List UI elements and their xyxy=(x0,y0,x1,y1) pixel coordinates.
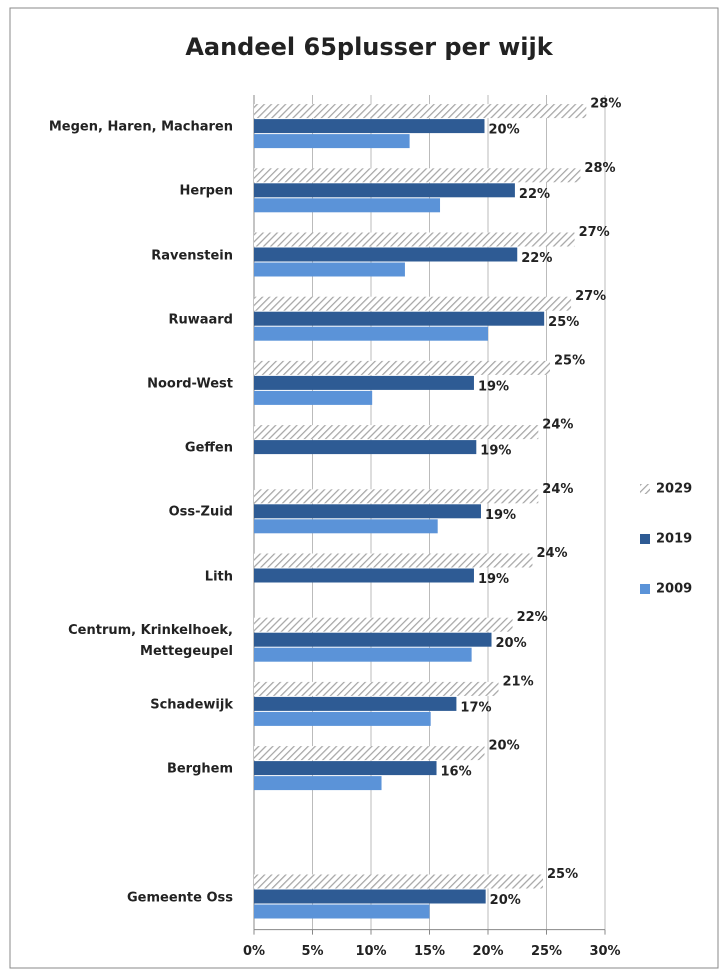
bar xyxy=(254,553,533,568)
data-label: 24% xyxy=(536,546,567,561)
data-label: 20% xyxy=(496,636,527,651)
bar xyxy=(254,904,430,919)
bar xyxy=(254,119,485,134)
data-label: 22% xyxy=(519,187,550,202)
y-tick-label: Ruwaard xyxy=(168,312,233,328)
data-label: 28% xyxy=(590,97,621,112)
bar xyxy=(254,360,551,375)
x-tick-label: 5% xyxy=(301,944,323,959)
y-tick-label: Oss-Zuid xyxy=(168,504,233,520)
bar xyxy=(254,889,486,904)
bar xyxy=(254,440,477,455)
data-label: 19% xyxy=(485,508,516,523)
legend-label: 2009 xyxy=(656,582,692,597)
y-tick-label: Gemeente Oss xyxy=(126,890,233,905)
bar xyxy=(254,232,575,247)
y-tick-label: Schadewijk xyxy=(150,697,233,713)
bar xyxy=(254,183,515,198)
data-label: 20% xyxy=(488,739,519,754)
data-label: 20% xyxy=(488,123,519,138)
bar xyxy=(254,776,382,791)
bar xyxy=(254,617,513,632)
bar xyxy=(254,504,481,519)
data-label: 24% xyxy=(542,418,573,433)
bar xyxy=(254,326,488,341)
legend-label: 2019 xyxy=(656,532,692,547)
bar xyxy=(254,519,438,534)
bar xyxy=(254,681,499,696)
bar xyxy=(254,134,410,149)
y-tick-label: Centrum, Krinkelhoek, Mettegeupel xyxy=(68,622,233,659)
data-label: 19% xyxy=(478,572,509,587)
bar xyxy=(254,262,405,277)
bar xyxy=(254,711,431,726)
legend-swatch xyxy=(640,484,650,494)
data-label: 20% xyxy=(490,893,521,908)
data-label: 24% xyxy=(542,482,573,497)
data-label: 16% xyxy=(441,765,472,780)
data-label: 25% xyxy=(547,867,578,882)
legend-swatch xyxy=(640,584,650,594)
y-tick-label: Herpen xyxy=(179,183,234,199)
data-label: 27% xyxy=(579,225,610,240)
bar xyxy=(254,632,492,647)
x-tick-label: 15% xyxy=(414,944,445,959)
bar xyxy=(254,874,543,889)
x-tick-label: 20% xyxy=(472,944,503,959)
x-tick-label: 30% xyxy=(589,944,620,959)
data-label: 27% xyxy=(575,289,606,304)
bar xyxy=(254,761,437,776)
bar xyxy=(254,198,441,213)
data-label: 17% xyxy=(460,700,491,715)
y-tick-label: Geffen xyxy=(184,440,233,456)
x-tick-label: 25% xyxy=(531,944,562,959)
y-tick-label: Noord-West xyxy=(147,376,233,392)
bar xyxy=(254,696,457,711)
chart-title: Aandeel 65plusser per wijk xyxy=(185,33,553,61)
bar xyxy=(254,296,572,311)
data-label: 28% xyxy=(584,161,615,176)
data-label: 22% xyxy=(521,251,552,266)
bar xyxy=(254,425,539,440)
legend-label: 2029 xyxy=(656,482,692,497)
data-label: 19% xyxy=(478,379,509,394)
bar xyxy=(254,168,581,183)
bar xyxy=(254,375,474,390)
data-label: 21% xyxy=(503,674,534,689)
legend-swatch xyxy=(640,534,650,544)
bar xyxy=(254,489,539,504)
y-tick-label: Megen, Haren, Macharen xyxy=(48,119,233,135)
bar xyxy=(254,311,545,326)
bar xyxy=(254,647,472,662)
y-tick-label: Lith xyxy=(204,569,233,584)
y-tick-label: Ravenstein xyxy=(151,248,233,263)
x-tick-label: 10% xyxy=(355,944,386,959)
y-tick-label: Berghem xyxy=(166,761,233,777)
x-tick-label: 0% xyxy=(243,944,265,959)
data-label: 25% xyxy=(548,315,579,330)
data-label: 19% xyxy=(480,444,511,459)
bar xyxy=(254,746,485,761)
bar xyxy=(254,247,518,262)
data-label: 25% xyxy=(554,353,585,368)
chart-border xyxy=(9,7,719,969)
bar xyxy=(254,568,474,583)
bar xyxy=(254,104,587,119)
data-label: 22% xyxy=(517,610,548,625)
bar xyxy=(254,390,373,405)
